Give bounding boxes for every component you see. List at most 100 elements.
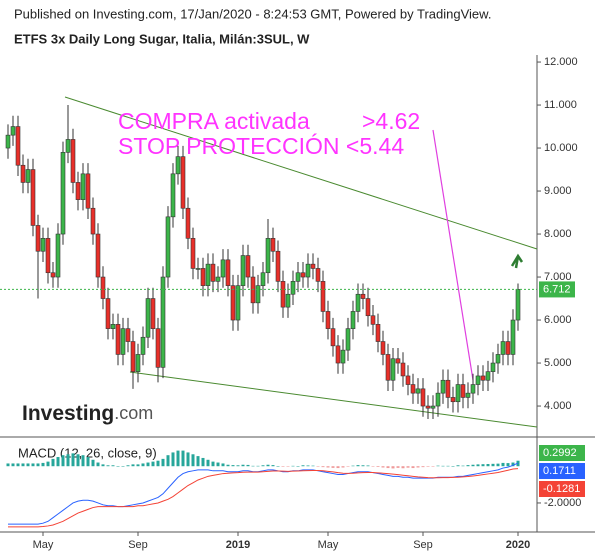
y-tick-label: 5.000 — [544, 357, 572, 369]
histogram-bar — [266, 464, 270, 467]
x-tick-label: 2019 — [226, 539, 250, 551]
histogram-bar — [346, 466, 350, 467]
histogram-bar — [446, 465, 450, 467]
candle-body — [495, 354, 501, 364]
candle-body — [440, 379, 446, 394]
candle-body — [195, 268, 201, 270]
candle-body — [235, 285, 241, 321]
candle-body — [40, 238, 46, 252]
histogram-bar — [241, 464, 245, 467]
histogram-bar — [441, 465, 445, 467]
histogram-bar — [451, 466, 455, 467]
histogram-bar — [426, 466, 430, 467]
histogram-bar — [386, 466, 390, 469]
histogram-bar — [61, 455, 65, 467]
histogram-bar — [106, 465, 110, 467]
header: Published on Investing.com, 17/Jan/2020 … — [14, 6, 491, 21]
histogram-bar — [191, 454, 195, 467]
candle-body — [65, 139, 71, 153]
histogram-bar — [306, 465, 310, 467]
histogram-bar — [436, 465, 440, 467]
candle-body — [270, 238, 276, 252]
candle-body — [405, 375, 411, 385]
candle-body — [415, 388, 421, 394]
histogram-bar — [371, 466, 375, 467]
histogram-bar — [251, 465, 255, 467]
histogram-bar — [281, 466, 285, 467]
candle-body — [175, 156, 181, 175]
histogram-bar — [301, 465, 305, 467]
histogram-bar — [161, 458, 165, 467]
histogram-bar — [76, 454, 80, 467]
logo: Investing.com — [22, 402, 153, 425]
macd-label: MACD (12, 26, close, 9) — [18, 445, 157, 460]
histogram-bar — [171, 452, 175, 467]
histogram-bar — [131, 464, 135, 467]
candle-body — [320, 281, 326, 312]
y-tick-label: 6.000 — [544, 314, 572, 326]
histogram-bar — [51, 458, 55, 467]
histogram-bar — [96, 462, 100, 467]
candle-body — [345, 328, 351, 351]
candle-body — [210, 263, 216, 282]
histogram-bar — [506, 463, 510, 467]
candle-body — [490, 362, 496, 372]
candle-body — [300, 272, 306, 278]
histogram-bar — [286, 466, 290, 467]
histogram-bar — [421, 466, 425, 468]
histogram-bar — [36, 463, 40, 467]
histogram-bar — [481, 464, 485, 467]
candle-body — [475, 375, 481, 385]
candle-body — [330, 328, 336, 347]
histogram-bar — [216, 462, 220, 467]
candle-body — [485, 371, 491, 381]
candle-body — [430, 405, 436, 409]
candle-body — [385, 354, 391, 381]
histogram-bar — [46, 461, 50, 467]
histogram-bar — [201, 457, 205, 467]
candle-body — [20, 164, 26, 183]
candle-body — [155, 328, 161, 368]
annotation-pointer — [432, 129, 474, 381]
histogram-bar — [186, 452, 190, 467]
y-tick-label: 7.000 — [544, 271, 572, 283]
candle-body — [465, 392, 471, 398]
candle-body — [350, 311, 356, 329]
histogram-bar — [211, 461, 215, 467]
histogram-bar — [341, 466, 345, 468]
candle-body — [380, 341, 386, 355]
histogram-bar — [196, 456, 200, 467]
histogram-bar — [416, 466, 420, 468]
histogram-bar — [276, 466, 280, 467]
candle-body — [315, 268, 321, 282]
candle-body — [200, 268, 206, 286]
histogram-bar — [271, 465, 275, 467]
candle-body — [205, 263, 211, 286]
candle-body — [295, 272, 301, 282]
candle-body — [335, 345, 341, 364]
histogram-bar — [16, 463, 20, 467]
candle-body — [90, 207, 96, 235]
candle-body — [145, 298, 151, 338]
candle-body — [310, 263, 316, 269]
histogram-bar — [116, 466, 120, 467]
candle-body — [55, 233, 61, 278]
histogram-bar — [101, 464, 105, 467]
candle-body — [35, 225, 41, 252]
candle-body — [230, 285, 236, 321]
histogram-bar — [321, 466, 325, 468]
histogram-bar — [86, 457, 90, 467]
candle-body — [70, 139, 76, 183]
value-box — [539, 463, 585, 479]
logo-suffix: .com — [114, 403, 153, 423]
histogram-bar — [331, 466, 335, 468]
histogram-bar — [381, 466, 385, 468]
value-label: 0.1711 — [543, 465, 576, 477]
candle-body — [15, 126, 21, 166]
candle-body — [280, 281, 286, 308]
candle-body — [135, 354, 141, 372]
histogram-bar — [126, 465, 130, 467]
value-box — [539, 445, 585, 461]
candle-body — [75, 182, 81, 200]
histogram-bar — [511, 462, 515, 467]
